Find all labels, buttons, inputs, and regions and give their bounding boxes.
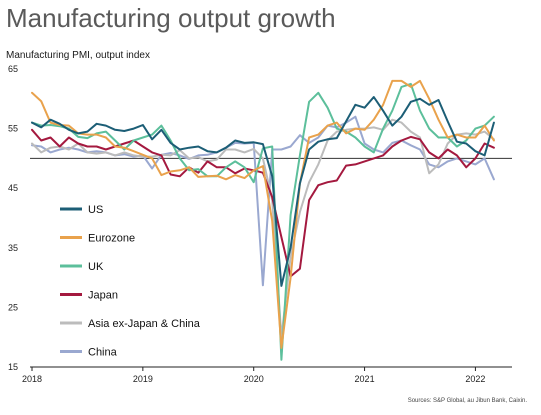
legend-label: Japan bbox=[88, 290, 118, 302]
series-line-asia-ex-japan-china bbox=[31, 118, 495, 339]
legend: US Eurozone UK Japan Asia ex-Japan & China Ch… bbox=[60, 204, 201, 359]
y-tick-label: 25 bbox=[8, 302, 18, 312]
y-tick-label: 35 bbox=[8, 243, 18, 253]
series-line-eurozone bbox=[31, 79, 495, 349]
x-tick-label: 2018 bbox=[22, 374, 42, 384]
chart-title: Manufacturing output growth bbox=[6, 3, 336, 33]
legend-label: US bbox=[88, 204, 103, 216]
y-tick-label: 65 bbox=[8, 64, 18, 74]
x-tick-label: 2020 bbox=[244, 374, 264, 384]
x-tick-label: 2021 bbox=[355, 374, 375, 384]
series-line-china bbox=[31, 115, 495, 287]
x-tick-label: 2019 bbox=[133, 374, 153, 384]
series-line-us bbox=[31, 96, 495, 287]
y-axis-label: Manufacturing PMI, output index bbox=[6, 50, 150, 61]
y-tick-label: 15 bbox=[8, 362, 18, 372]
legend-label: Eurozone bbox=[88, 233, 135, 245]
y-tick-label: 45 bbox=[8, 183, 18, 193]
series-group bbox=[31, 79, 495, 361]
y-tick-label: 55 bbox=[8, 124, 18, 134]
y-axis-ticks: 15 25 35 45 55 65 bbox=[8, 64, 18, 372]
legend-label: Asia ex-Japan & China bbox=[88, 318, 201, 330]
series-line-uk bbox=[31, 82, 495, 361]
x-axis: 2018 2019 2020 2021 2022 bbox=[22, 366, 512, 384]
legend-label: UK bbox=[88, 261, 104, 273]
series-line-japan bbox=[31, 128, 495, 278]
x-tick-label: 2022 bbox=[465, 374, 485, 384]
legend-label: China bbox=[88, 347, 118, 359]
source-note: Sources: S&P Global, au Jibun Bank, Caix… bbox=[407, 398, 527, 404]
